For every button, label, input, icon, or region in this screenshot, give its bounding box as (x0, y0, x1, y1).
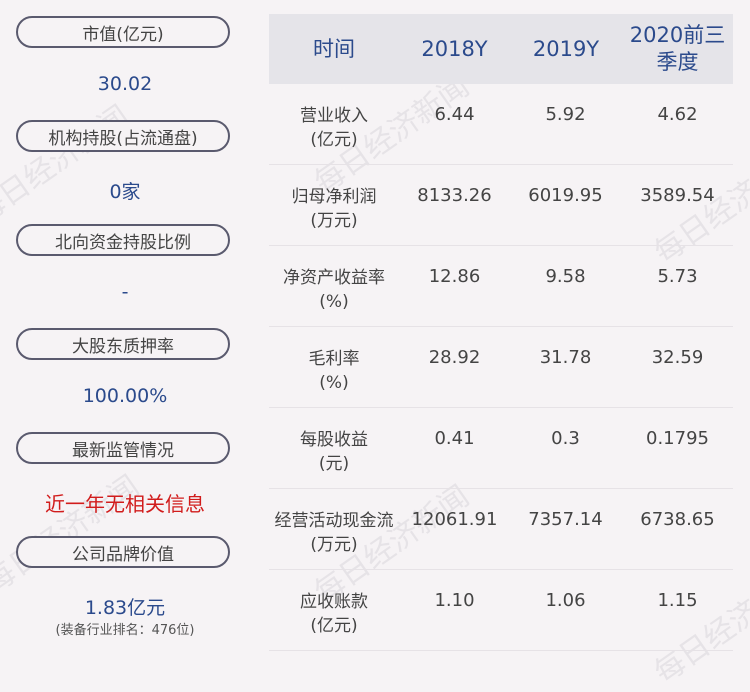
cell-2018: 12061.91 (411, 509, 498, 530)
cell-2020: 4.62 (657, 104, 698, 125)
pledge-ratio-label: 大股东质押率 (16, 328, 230, 360)
cell-2018: 12.86 (428, 266, 481, 287)
institutional-holding-label: 机构持股(占流通盘) (16, 120, 230, 152)
table-row: 毛利率 (%) 28.92 31.78 32.59 (269, 327, 733, 408)
cell-2019: 5.92 (545, 104, 586, 125)
left-panel: 市值(亿元) 30.02 机构持股(占流通盘) 0家 北向资金持股比例 - 大股… (0, 0, 250, 667)
brand-rank-note: (装备行业排名：476位) (55, 623, 195, 638)
row-label: 营业收入 (亿元) (300, 106, 368, 150)
regulatory-status-label: 最新监管情况 (16, 432, 230, 464)
cell-2018: 1.10 (434, 590, 475, 611)
header-2019: 2019Y (532, 36, 600, 61)
cell-2019: 1.06 (545, 590, 586, 611)
market-cap-value: 30.02 (97, 73, 153, 95)
row-label: 净资产收益率 (%) (283, 268, 385, 312)
row-label: 毛利率 (%) (308, 349, 360, 393)
brand-value-label: 公司品牌价值 (16, 536, 230, 568)
row-label: 应收账款 (亿元) (300, 592, 368, 636)
table-header: 时间 2018Y 2019Y 2020前三季度 (269, 14, 733, 84)
cell-2019: 9.58 (545, 266, 586, 287)
header-2020-q3: 2020前三季度 (629, 23, 726, 74)
market-cap-label: 市值(亿元) (16, 16, 230, 48)
header-2018: 2018Y (421, 36, 488, 61)
cell-2020: 5.73 (657, 266, 698, 287)
regulatory-status-value: 近一年无相关信息 (45, 492, 205, 516)
cell-2019: 6019.95 (528, 185, 603, 206)
cell-2018: 28.92 (428, 347, 481, 368)
cell-2019: 7357.14 (528, 509, 603, 530)
row-label: 每股收益 (元) (300, 430, 368, 474)
cell-2019: 31.78 (539, 347, 592, 368)
table-row: 应收账款 (亿元) 1.10 1.06 1.15 (269, 570, 733, 651)
row-label: 归母净利润 (万元) (291, 187, 377, 231)
financial-table: 时间 2018Y 2019Y 2020前三季度 营业收入 (亿元) 6.44 5.… (269, 14, 733, 651)
table-row: 营业收入 (亿元) 6.44 5.92 4.62 (269, 84, 733, 165)
cell-2020: 1.15 (657, 590, 698, 611)
table-row: 归母净利润 (万元) 8133.26 6019.95 3589.54 (269, 165, 733, 246)
northbound-ratio-value: - (121, 281, 129, 303)
cell-2020: 0.1795 (646, 428, 709, 449)
pledge-ratio-value: 100.00% (82, 385, 168, 407)
header-time: 时间 (313, 36, 355, 61)
institutional-holding-value: 0家 (109, 181, 141, 203)
row-label: 经营活动现金流 (万元) (274, 511, 394, 555)
table-row: 每股收益 (元) 0.41 0.3 0.1795 (269, 408, 733, 489)
table-row: 经营活动现金流 (万元) 12061.91 7357.14 6738.65 (269, 489, 733, 570)
brand-value-value: 1.83亿元 (84, 597, 166, 619)
cell-2020: 32.59 (651, 347, 704, 368)
cell-2018: 8133.26 (417, 185, 492, 206)
cell-2018: 0.41 (434, 428, 475, 449)
cell-2018: 6.44 (434, 104, 475, 125)
cell-2020: 3589.54 (640, 185, 715, 206)
table-row: 净资产收益率 (%) 12.86 9.58 5.73 (269, 246, 733, 327)
northbound-ratio-label: 北向资金持股比例 (16, 224, 230, 256)
cell-2019: 0.3 (551, 428, 580, 449)
cell-2020: 6738.65 (640, 509, 715, 530)
